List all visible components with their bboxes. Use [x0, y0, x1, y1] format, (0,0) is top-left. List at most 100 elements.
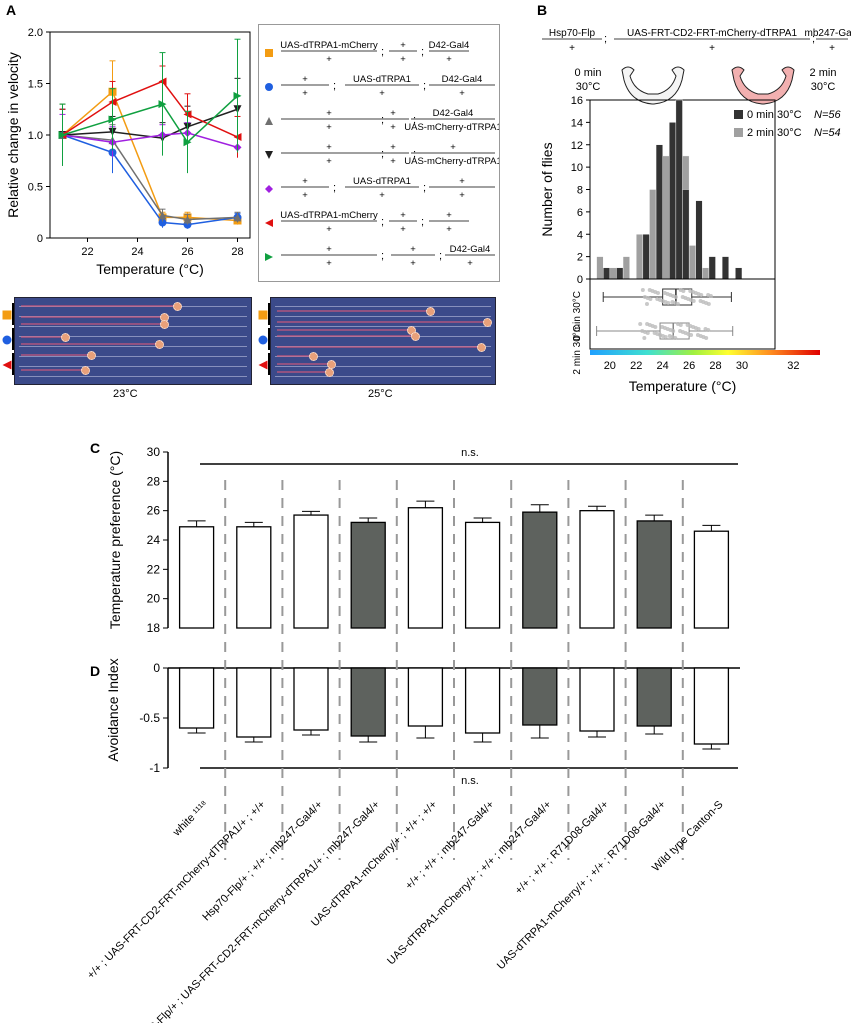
data-point [233, 213, 242, 222]
fly-trail [21, 336, 67, 338]
data-point [183, 138, 192, 147]
series-line-5 [62, 80, 238, 138]
hist-bar-0 [622, 256, 630, 280]
legend-numerator: + [410, 244, 416, 255]
hist-bar-0 [702, 267, 710, 280]
c-bar-5 [464, 521, 501, 629]
y-tick-label: 2 [577, 252, 583, 264]
genotype-denominator: + [569, 43, 575, 54]
genotype-label-4: UAS-dTRPA1-mCherry/+ ; +/+ ; +/+ [309, 799, 439, 929]
x-tick-label: 32 [787, 360, 799, 372]
sample-dot [642, 295, 647, 299]
c-bar-0 [178, 526, 215, 629]
data-point [158, 100, 167, 109]
fly [160, 320, 169, 329]
legend-numerator: D42-Gal4 [442, 74, 483, 85]
fly-trail [21, 316, 166, 318]
chamber-lane [275, 306, 491, 307]
data-point [233, 91, 242, 100]
sample-dot [644, 302, 649, 306]
velocity-photo-25c [270, 297, 496, 385]
data-point [158, 218, 167, 227]
d-bar-7 [579, 667, 615, 732]
lane-group-bracket [12, 353, 14, 375]
d-bar-3 [350, 667, 386, 737]
legend-denominator: + [390, 156, 396, 167]
photo-genotype-marker [2, 335, 12, 345]
chamber-lane [19, 336, 247, 337]
genotype-label-0: white ¹¹¹⁸ [170, 799, 211, 840]
photo-label-23c: 23°C [113, 388, 138, 400]
legend-numerator: + [302, 74, 308, 85]
sample-dot [638, 322, 643, 326]
y-tick-label: 16 [571, 95, 583, 107]
c-bar-1 [236, 526, 272, 629]
y-tick-label: 26 [147, 504, 161, 518]
legend-separator: ; [381, 250, 384, 262]
legend-separator: ; [381, 114, 384, 126]
legend-separator: ; [413, 148, 416, 160]
x-tick-label: 26 [181, 246, 193, 258]
legend-n: N=56 [814, 109, 841, 121]
sample-dot [640, 329, 645, 333]
data-point [108, 115, 117, 124]
series-line-4 [62, 132, 238, 149]
legend-marker-5 [265, 219, 273, 227]
legend-separator: ; [333, 182, 336, 194]
series-line-2 [62, 134, 238, 221]
x-axis-label: Temperature (°C) [96, 261, 204, 277]
lane-group-bracket [268, 328, 270, 350]
legend-denominator: + [446, 224, 452, 235]
hist-bar-1 [721, 256, 729, 280]
fly [61, 333, 70, 342]
panel-a-letter: A [6, 2, 17, 18]
d-bar-6 [522, 667, 558, 726]
legend-denominator: UAS-mCherry-dTRPA1 [404, 122, 499, 133]
chamber-lane [275, 366, 491, 367]
legend-denominator: + [400, 224, 406, 235]
d-y-axis-label: Avoidance Index [105, 658, 121, 761]
legend-denominator: + [379, 88, 385, 99]
y-tick-label: 12 [571, 140, 583, 152]
x-tick-label: 28 [231, 246, 243, 258]
legend-separator: ; [413, 114, 416, 126]
x-tick-label: 30 [736, 360, 748, 372]
genotype-denominator: + [829, 43, 835, 54]
legend-label: 2 min 30°C [747, 127, 802, 139]
panel-c-d-bar-charts: 18 20 22 24 26 28 30 Temperature preference (°C… [85, 445, 740, 1023]
marker-shape [258, 335, 268, 345]
panel-a-line-chart: 0 0.5 1.0 1.5 2.0 22 24 26 28 Temperature (°C) Rel… [5, 27, 251, 277]
y-tick-label: 0.5 [28, 182, 43, 194]
panel-c-letter: C [90, 440, 101, 456]
y-tick-label: 30 [147, 445, 161, 459]
legend-swatch [734, 110, 743, 119]
x-tick-label: 24 [657, 360, 669, 372]
chamber-lane [19, 326, 247, 327]
hist-bar-0 [636, 234, 644, 280]
y-tick-label: 4 [577, 229, 583, 241]
legend-numerator: + [446, 210, 452, 221]
fly-trail [277, 363, 333, 365]
fly [477, 343, 486, 352]
temperature-gradient-bar [590, 350, 820, 355]
legend-denominator: + [302, 190, 308, 201]
legend-separator: ; [423, 80, 426, 92]
legend-separator: ; [439, 250, 442, 262]
cond2-time: 2 min [810, 67, 837, 79]
legend-denominator: + [326, 156, 332, 167]
legend-marker-6 [265, 253, 273, 261]
hist-bar-0 [688, 245, 696, 280]
cond0-time: 0 min [575, 67, 602, 79]
genotype-numerator: UAS-FRT-CD2-FRT-mCherry-dTRPA1 [627, 28, 797, 39]
legend-numerator: UAS-dTRPA1-mCherry [280, 40, 378, 51]
plot-frame [49, 31, 251, 239]
c-bar-6 [522, 511, 558, 629]
y-tick-label: 24 [147, 533, 161, 547]
chamber-lane [19, 346, 247, 347]
x-tick-label: 26 [683, 360, 695, 372]
d-bar-9 [693, 667, 730, 745]
sample-dot [660, 325, 665, 329]
legend-denominator: + [467, 258, 473, 269]
legend-label: 0 min 30°C [747, 109, 802, 121]
x-tick-label: 24 [131, 246, 143, 258]
